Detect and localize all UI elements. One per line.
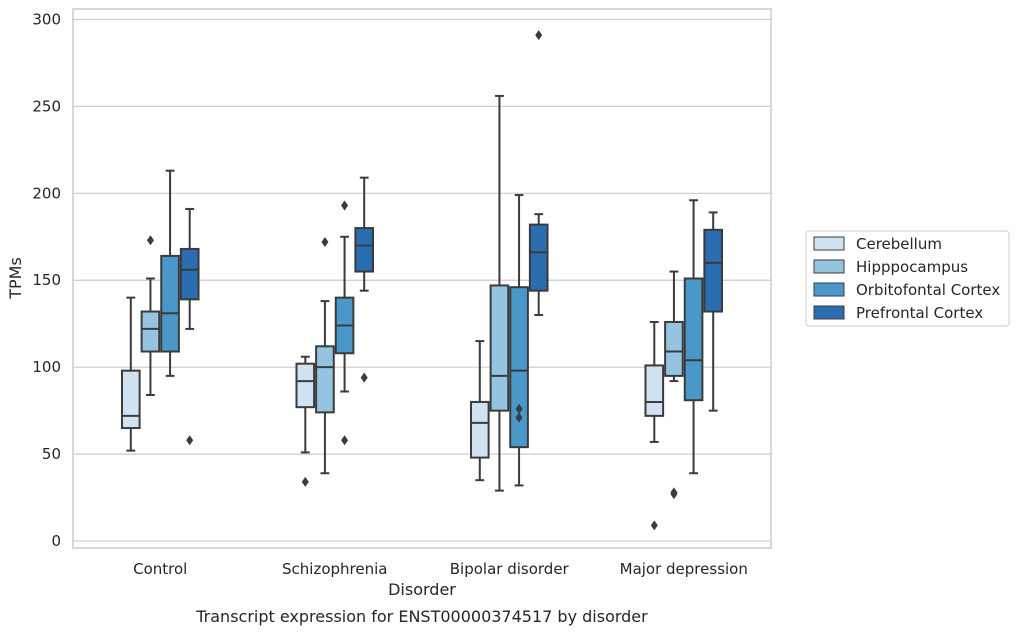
legend-label: Hipppocampus [856,258,968,276]
outlier-point [321,236,329,247]
x-axis-title: Disorder [388,580,456,599]
outlier-point [650,520,658,531]
box [509,194,529,487]
x-tick-label: Major depression [620,560,748,578]
y-tick-label: 250 [32,97,61,115]
series-cerebellum [120,296,665,531]
outlier-point [535,30,543,41]
legend-swatch [813,236,845,251]
series-prefrontal-cortex [179,30,724,446]
box-body [140,310,161,353]
legend-swatch [813,305,845,320]
y-tick-label: 100 [32,358,61,376]
box [295,355,316,487]
box-series [120,30,724,531]
y-tick-label: 150 [32,271,61,289]
y-tick-label: 300 [32,10,61,28]
x-tick-label: Control [133,560,187,578]
legend-label: Orbitofontal Cortex [856,281,1000,299]
box-body [683,277,704,402]
outlier-point [360,372,368,383]
box [489,94,510,492]
box-body [489,284,510,412]
y-axis: 0 50 100 150 200 250 300 [32,10,61,550]
box [528,30,549,317]
box-body [354,227,375,273]
box-body [295,362,316,409]
box [179,207,200,446]
box-body [703,228,724,313]
legend-swatch [813,282,845,297]
gridlines [73,18,771,542]
y-axis-title: TPMs [6,257,25,300]
box [160,169,180,377]
box-body [509,286,529,449]
outlier-point [301,476,309,487]
box-body [179,247,200,301]
box-body [120,369,141,430]
x-tick-label: Bipolar disorder [450,560,570,578]
series-orbitofontal-cortex [160,169,704,487]
box [664,270,684,500]
outlier-point [670,489,678,500]
legend[interactable]: Cerebellum Hipppocampus Orbitofontal Corte… [805,230,1010,327]
box [140,235,161,396]
outlier-point [341,435,349,446]
legend-label: Cerebellum [856,235,942,253]
box-body [664,320,684,377]
box [644,320,665,531]
series-hipppocampus [140,94,684,500]
legend-frame [805,230,1010,327]
box-body [644,364,665,417]
box [334,200,355,446]
outlier-point [515,412,523,423]
box-body [160,254,180,353]
outlier-point [515,403,523,414]
legend-swatch [813,259,845,274]
outlier-point [186,435,194,446]
figure-caption: Transcript expression for ENST0000037451… [195,607,648,626]
y-tick-label: 200 [32,184,61,202]
box-body [528,223,549,292]
x-axis: Control Schizophrenia Bipolar disorder Majo… [133,560,748,578]
box [683,199,704,475]
box [120,296,141,452]
box [354,176,375,383]
box [703,211,724,412]
y-tick-label: 0 [51,532,61,550]
box [469,340,490,482]
legend-label: Prefrontal Cortex [856,304,983,322]
y-tick-label: 50 [42,445,61,463]
box-body [469,400,490,459]
outlier-point [341,200,349,211]
outlier-point [146,235,154,246]
box-body [315,345,335,414]
x-tick-label: Schizophrenia [282,560,387,578]
box [315,236,335,475]
